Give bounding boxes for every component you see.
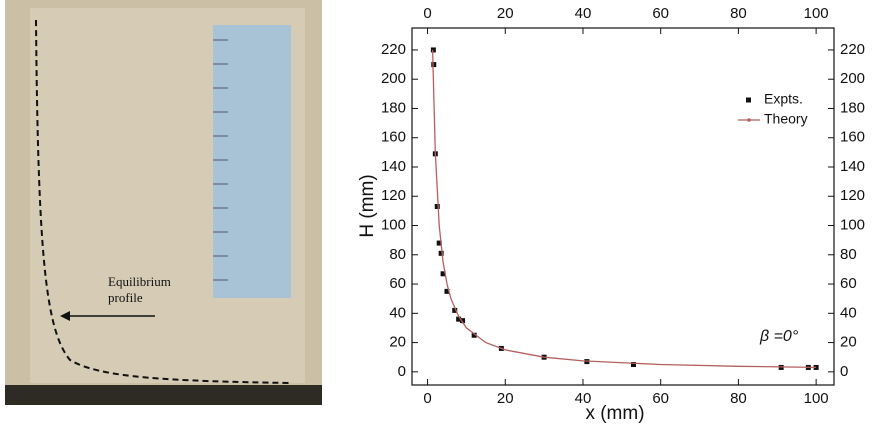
y-tick-label: 0 [398,363,406,380]
theory-line [431,49,817,369]
y-tick-label: 160 [381,129,406,146]
x-tick-label-top: 60 [652,5,669,22]
x-tick-label: 40 [575,390,592,407]
x-tick-label: 20 [497,390,514,407]
y-tick-label-right: 20 [840,334,857,351]
legend-label: Theory [764,111,808,127]
y-tick-label-right: 180 [840,99,865,116]
legend-label: Expts. [764,91,803,107]
x-tick-label-top: 20 [497,5,514,22]
y-tick-label: 20 [389,334,406,351]
y-tick-label-right: 100 [840,216,865,233]
data-point [452,307,458,313]
y-tick-label: 60 [389,275,406,292]
data-point [444,288,450,294]
y-tick-label-right: 80 [840,246,857,263]
profile-curve [35,19,291,384]
y-tick-label-right: 0 [840,363,848,380]
data-point [630,362,636,368]
x-axis-title: x (mm) [585,403,644,424]
y-tick-label: 120 [381,187,406,204]
data-point [436,240,442,246]
y-tick-label: 180 [381,99,406,116]
x-tick-label: 100 [804,390,829,407]
data-point [460,318,466,324]
data-point [440,271,446,277]
data-point [430,47,436,53]
y-tick-label: 200 [381,70,406,87]
data-point [431,62,437,68]
photo-label: Equilibrium [108,274,171,289]
y-tick-label-right: 220 [840,41,865,58]
ruler-ticks [213,39,228,281]
y-tick-label: 100 [381,216,406,233]
x-tick-label: 60 [652,390,669,407]
x-tick-label: 0 [423,390,431,407]
data-point [813,364,819,370]
y-tick-label-right: 120 [840,187,865,204]
data-point [471,332,477,338]
annotation: β =0° [759,328,799,345]
x-tick-label-top: 100 [804,5,829,22]
y-tick-label: 140 [381,158,406,175]
ruler [213,25,291,298]
data-point [456,316,462,322]
arrow-head [60,311,70,321]
photo-label: profile [108,290,143,305]
y-tick-label-right: 160 [840,129,865,146]
data-point [434,204,440,209]
y-tick-label: 220 [381,41,406,58]
legend-dot [747,118,751,122]
x-tick-label-top: 80 [730,5,747,22]
y-tick-label-right: 40 [840,304,857,321]
y-axis-title: H (mm) [357,174,378,237]
y-tick-label: 40 [389,304,406,321]
y-tick-label-right: 140 [840,158,865,175]
y-tick-label-right: 200 [840,70,865,87]
y-tick-label: 80 [389,246,406,263]
data-point [438,250,444,256]
photo-base [5,385,322,405]
x-tick-label: 80 [730,390,747,407]
plot-frame [411,27,835,386]
legend-marker [746,97,751,103]
x-tick-label-top: 0 [423,5,431,22]
y-tick-label-right: 60 [840,275,857,292]
x-tick-label-top: 40 [575,5,592,22]
